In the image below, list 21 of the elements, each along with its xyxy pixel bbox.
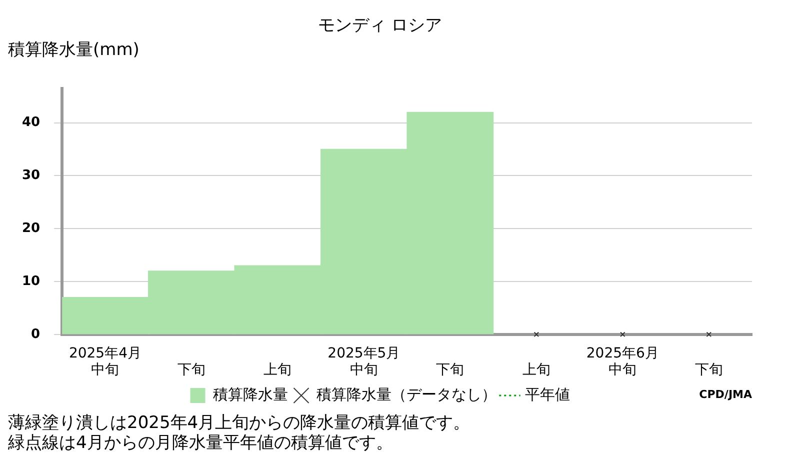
legend-label: 積算降水量（データなし） <box>316 385 496 404</box>
y-tick-label: 30 <box>22 168 40 184</box>
y-tick-label: 10 <box>22 274 40 289</box>
y-tick-label: 0 <box>31 326 40 342</box>
y-tick-label: 40 <box>22 115 40 130</box>
y-axis-title: 積算降水量(mm) <box>8 40 140 60</box>
x-tick-label: 下旬 <box>177 362 206 378</box>
text: 薄緑塗り潰しは2025年4月上旬からの降水量の積算値です。 <box>8 413 472 433</box>
text: CPD/JMA <box>699 388 752 401</box>
x-tick-label: 上旬 <box>264 362 292 378</box>
x-tick-label: 下旬 <box>694 362 723 378</box>
text: 緑点線は4月からの月降水量平年値の積算値です。 <box>8 433 394 453</box>
x-tick-label: 2025年5月中旬 <box>328 345 400 378</box>
legend-label: 平年値 <box>524 385 570 404</box>
legend-label: 積算降水量 <box>212 385 288 404</box>
x-tick-label: 2025年6月中旬 <box>586 345 659 378</box>
x-tick-label: 上旬 <box>522 362 550 378</box>
chart-title: モンディ ロシア <box>318 16 442 36</box>
x-tick-label: 2025年4月中旬 <box>68 345 142 378</box>
y-tick-label: 20 <box>22 220 40 236</box>
x-tick-label: 下旬 <box>436 362 464 378</box>
